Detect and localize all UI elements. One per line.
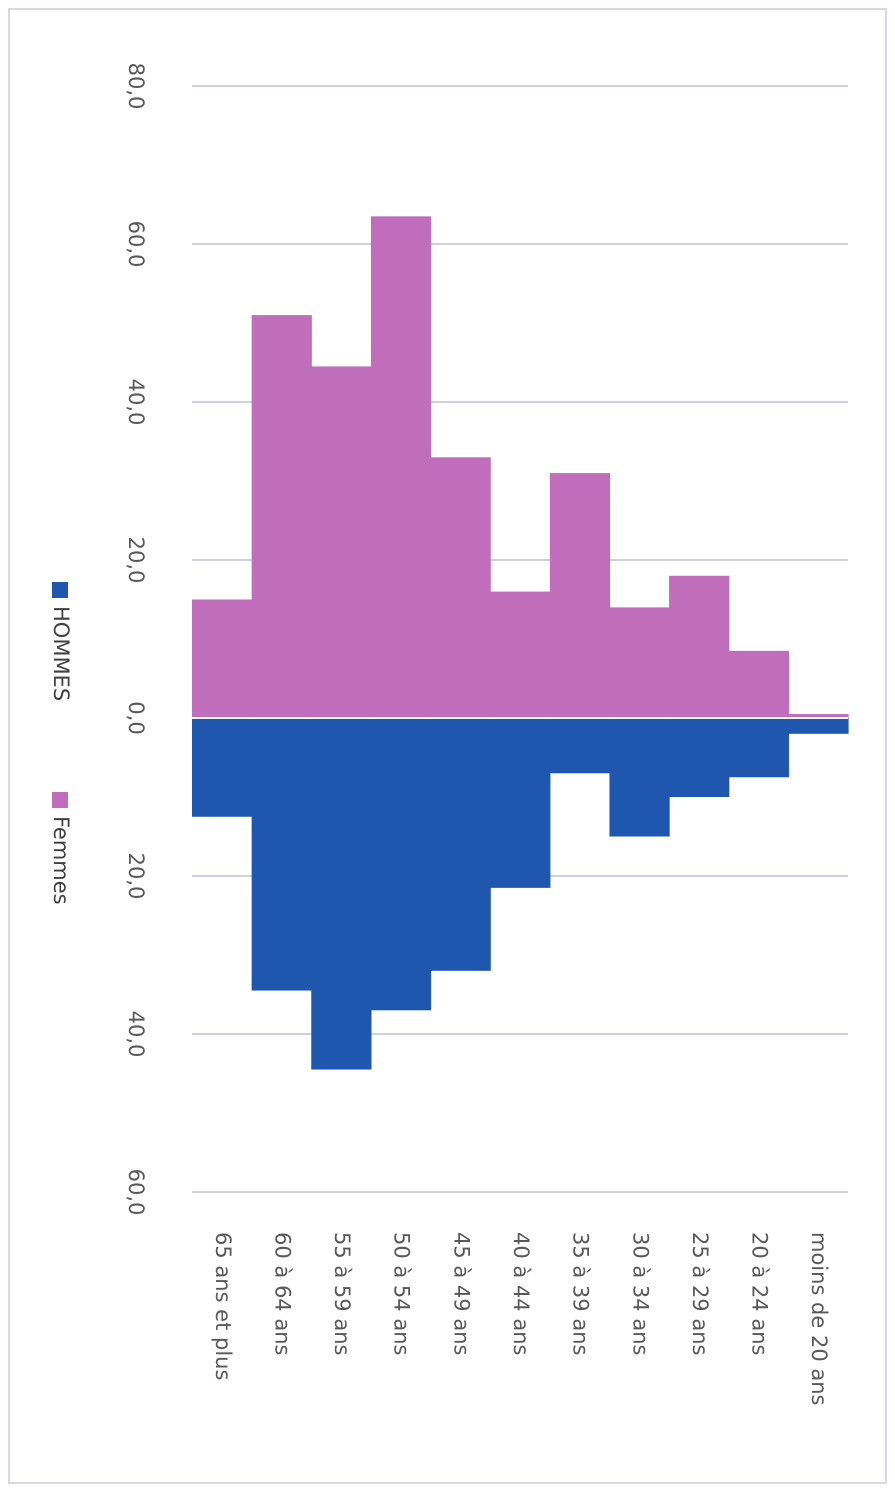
bar-hommes-3: [370, 718, 432, 1011]
bar-hommes-10: [788, 718, 849, 734]
bar-femmes-7: [609, 607, 670, 718]
legend-label-hommes: HOMMES: [49, 606, 73, 701]
category-label: 45 à 49 ans: [449, 1232, 473, 1355]
category-label: 55 à 59 ans: [330, 1232, 354, 1355]
bar-femmes-8: [669, 575, 730, 718]
value-tick-label: 60,0: [124, 221, 148, 268]
value-tick-label: 40,0: [124, 379, 148, 426]
value-axis-labels: 80,0 60,0 40,0 20,0 0,0 20,0 40,0 60,0: [124, 63, 148, 1216]
bar-femmes-10: [788, 714, 849, 718]
category-label: 60 à 64 ans: [270, 1232, 294, 1355]
category-label: 65 ans et plus: [211, 1232, 235, 1380]
bar-hommes-1: [251, 718, 312, 991]
legend-swatch-femmes: [52, 792, 68, 808]
category-label: 40 à 44 ans: [509, 1232, 533, 1355]
category-label: 20 à 24 ans: [748, 1232, 772, 1355]
bar-femmes-6: [549, 473, 611, 718]
category-label: 25 à 29 ans: [688, 1232, 712, 1355]
value-tick-label: 0,0: [124, 701, 148, 734]
bar-femmes-2: [311, 366, 372, 718]
bar-hommes-2: [311, 718, 372, 1070]
bar-femmes-3: [370, 216, 432, 718]
bar-hommes-4: [430, 718, 491, 971]
value-tick-label: 20,0: [124, 537, 148, 584]
category-label: moins de 20 ans: [807, 1232, 831, 1406]
value-tick-label: 60,0: [124, 1169, 148, 1216]
bar-hommes-7: [609, 718, 670, 837]
value-tick-label: 20,0: [124, 853, 148, 900]
bar-femmes-9: [728, 650, 789, 718]
bar-hommes-8: [669, 718, 730, 797]
category-label: 30 à 34 ans: [628, 1232, 652, 1355]
bar-femmes-5: [490, 591, 551, 718]
bar-femmes-1: [251, 315, 312, 718]
legend-swatch-hommes: [52, 582, 68, 598]
value-tick-label: 40,0: [124, 1011, 148, 1058]
bar-hommes-5: [490, 718, 551, 888]
legend: HOMMES Femmes: [49, 582, 73, 905]
category-axis-labels: 65 ans et plus 60 à 64 ans 55 à 59 ans 50 à…: [211, 1232, 831, 1406]
bar-hommes-0: [192, 718, 253, 817]
category-label: 35 à 39 ans: [569, 1232, 593, 1355]
bar-femmes-0: [192, 599, 253, 718]
category-label: 50 à 54 ans: [390, 1232, 414, 1355]
value-tick-label: 80,0: [124, 63, 148, 110]
bar-hommes-9: [728, 718, 789, 778]
bar-hommes-6: [549, 718, 611, 774]
bar-femmes-4: [430, 457, 491, 718]
bars: [192, 216, 849, 1070]
legend-label-femmes: Femmes: [49, 816, 73, 905]
